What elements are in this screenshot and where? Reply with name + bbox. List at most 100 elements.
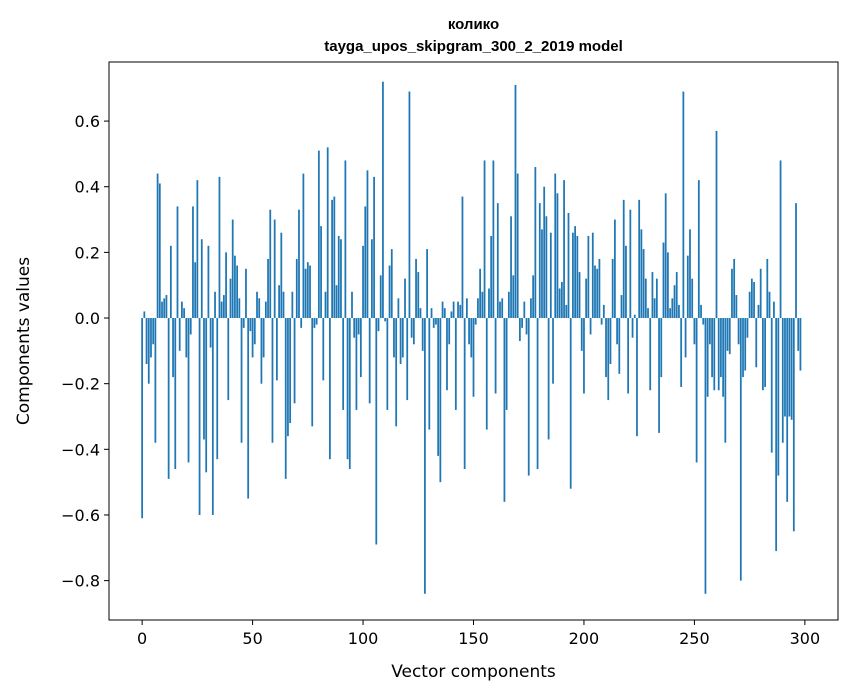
bar	[225, 252, 227, 319]
bar	[492, 160, 495, 319]
x-tick-label: 300	[790, 629, 821, 648]
bar	[468, 318, 470, 345]
bar	[412, 318, 415, 345]
bar	[348, 318, 351, 470]
bar	[165, 295, 168, 319]
bar	[731, 268, 733, 319]
bars-group	[141, 81, 802, 594]
bar	[289, 318, 292, 424]
y-tick-label: 0.6	[75, 112, 100, 131]
bar	[428, 318, 431, 430]
bar	[788, 318, 791, 417]
bar	[424, 318, 426, 594]
bar	[629, 209, 632, 319]
bar	[293, 318, 296, 404]
bar	[779, 160, 782, 319]
bar	[644, 278, 647, 319]
bar	[278, 285, 280, 319]
bar	[461, 196, 464, 319]
bar	[578, 272, 581, 319]
bar	[260, 318, 263, 384]
bar	[426, 249, 428, 319]
bar	[176, 206, 179, 319]
bar	[364, 206, 367, 319]
bar	[238, 298, 241, 319]
bar	[253, 318, 256, 345]
bar	[583, 318, 585, 394]
bar	[216, 318, 219, 460]
bar	[750, 278, 753, 319]
bar	[684, 318, 687, 358]
x-tick-label: 150	[458, 629, 489, 648]
bar	[231, 219, 234, 319]
bar	[479, 268, 482, 319]
bar	[735, 295, 738, 319]
bar	[185, 318, 188, 358]
bar	[757, 304, 760, 319]
bar	[306, 262, 309, 319]
bar	[777, 318, 780, 476]
bar	[558, 288, 561, 319]
bar	[145, 318, 148, 364]
bar	[633, 314, 636, 319]
bar	[459, 304, 462, 319]
bar	[333, 196, 336, 319]
bar	[538, 203, 541, 319]
bar	[181, 301, 183, 319]
bar	[211, 318, 214, 515]
bar	[326, 147, 329, 319]
bar	[346, 318, 349, 460]
bar	[483, 160, 486, 319]
bar	[395, 318, 398, 427]
bar	[724, 318, 727, 443]
bar	[474, 318, 477, 325]
bar	[739, 318, 742, 581]
bar	[660, 318, 663, 378]
bar	[697, 180, 700, 319]
x-tick-label: 50	[242, 629, 262, 648]
bar	[302, 173, 305, 319]
bar	[620, 295, 623, 319]
bar	[543, 186, 546, 319]
bar	[269, 209, 272, 319]
bar	[565, 304, 568, 319]
bar	[560, 281, 563, 319]
bar	[357, 318, 360, 335]
bar	[222, 295, 225, 319]
bar	[141, 318, 144, 519]
bar	[388, 265, 391, 319]
bar	[682, 91, 685, 319]
bar	[481, 291, 484, 319]
bar	[501, 298, 504, 319]
x-tick-label: 0	[137, 629, 147, 648]
bar	[287, 318, 289, 437]
bar	[242, 318, 245, 328]
x-axis-label: Vector components	[391, 662, 556, 682]
bar	[282, 291, 285, 319]
bar	[196, 180, 199, 319]
bar	[669, 308, 671, 319]
bar	[384, 318, 387, 322]
bar	[799, 318, 802, 371]
bar	[472, 318, 475, 397]
bar	[415, 258, 417, 319]
bar	[591, 232, 594, 319]
x-tick-label: 100	[348, 629, 379, 648]
bar	[680, 318, 683, 387]
bar	[300, 318, 303, 328]
bar	[463, 318, 466, 470]
bar	[600, 318, 603, 325]
bar	[505, 318, 508, 410]
bar	[443, 308, 446, 319]
bar	[439, 318, 442, 483]
bar	[251, 318, 254, 358]
bar	[790, 318, 793, 420]
bar	[280, 232, 283, 319]
bar	[503, 318, 506, 502]
bar	[386, 318, 389, 410]
bar	[309, 265, 311, 319]
bar	[295, 258, 298, 319]
bar	[563, 180, 565, 319]
bar	[569, 318, 572, 489]
